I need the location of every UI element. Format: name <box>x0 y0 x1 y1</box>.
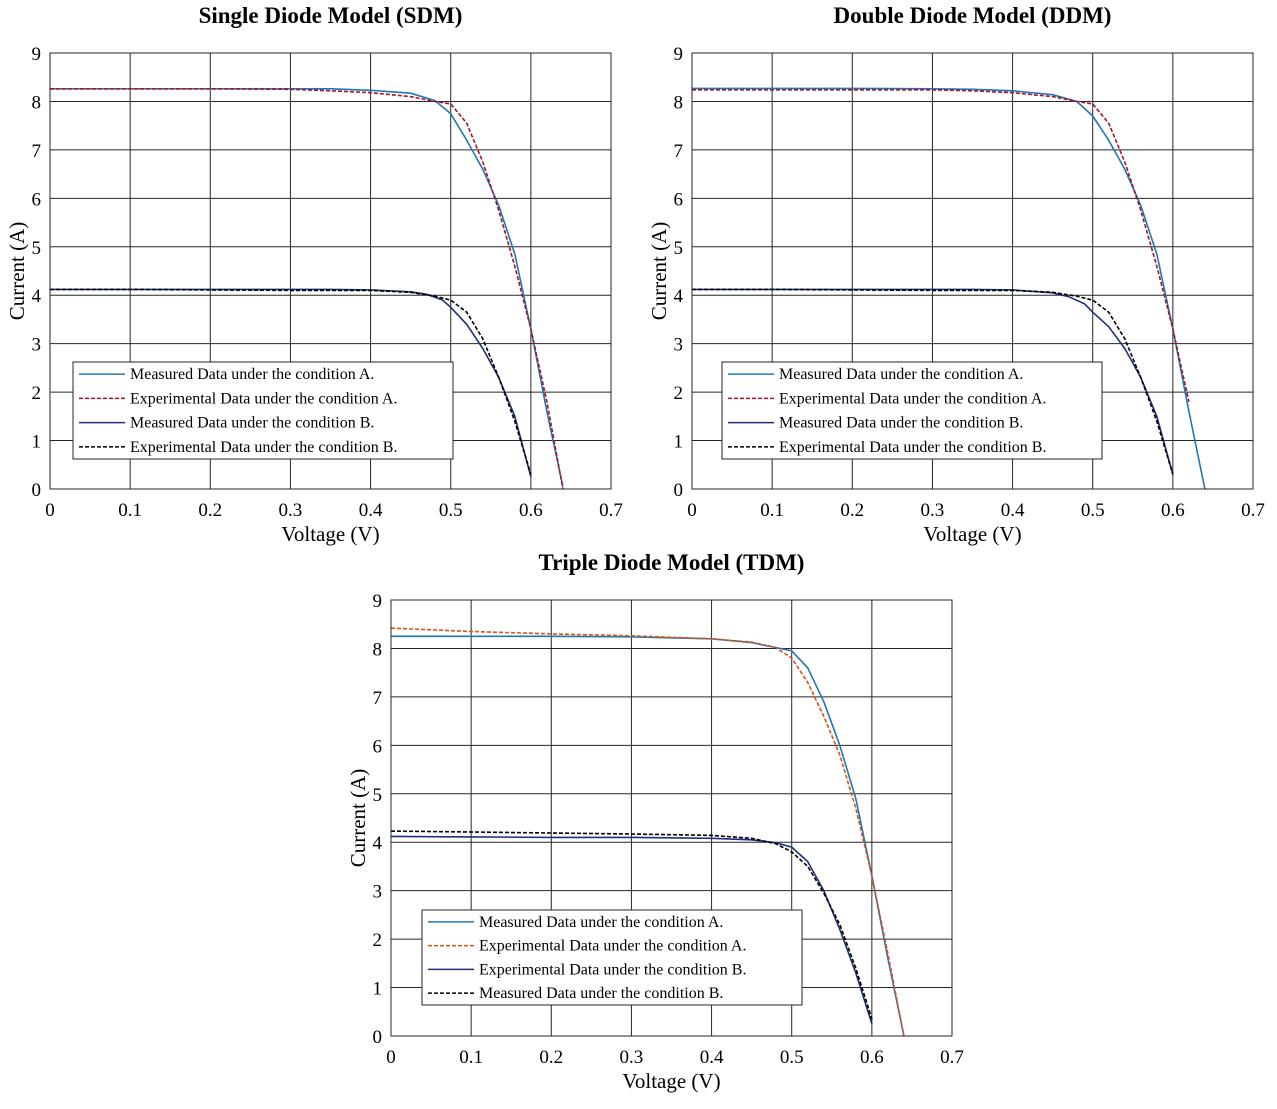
x-tick-label: 0.3 <box>620 1047 644 1068</box>
x-tick-label: 0.7 <box>1241 500 1265 521</box>
series-line-1 <box>692 87 1206 490</box>
legend-label-3: Experimental Data under the condition B. <box>479 961 746 978</box>
plot-frame <box>390 599 953 1037</box>
series-line-3 <box>390 835 873 1025</box>
legend-label-2: Experimental Data under the condition A. <box>130 390 397 407</box>
series-line-2 <box>692 89 1190 402</box>
x-tick-label: 0.5 <box>780 1047 804 1068</box>
legend-label-1: Measured Data under the condition A. <box>479 914 723 931</box>
series-line-4 <box>390 830 873 1020</box>
y-tick-label: 0 <box>373 1027 383 1048</box>
y-tick-label: 6 <box>674 189 684 210</box>
legend-label-1: Measured Data under the condition A. <box>130 366 374 383</box>
legend-label-3: Measured Data under the condition B. <box>779 415 1023 432</box>
x-axis-label: Voltage (V) <box>622 1069 720 1093</box>
x-tick-label: 0.6 <box>519 500 543 521</box>
x-tick-label: 0.1 <box>760 500 784 521</box>
x-tick-label: 0 <box>45 500 55 521</box>
series-line-4 <box>50 288 532 475</box>
y-tick-label: 4 <box>32 286 42 307</box>
y-tick-label: 3 <box>32 335 42 356</box>
legend-box <box>72 361 454 460</box>
y-tick-label: 8 <box>674 92 684 113</box>
y-tick-label: 4 <box>674 286 684 307</box>
x-tick-label: 0.3 <box>279 500 303 521</box>
x-tick-label: 0.2 <box>840 500 864 521</box>
series-line-4 <box>692 288 1174 475</box>
x-tick-label: 0.4 <box>1001 500 1025 521</box>
y-tick-label: 1 <box>373 979 383 1000</box>
legend-box <box>721 361 1103 460</box>
y-tick-label: 0 <box>674 480 684 501</box>
x-tick-label: 0.4 <box>359 500 383 521</box>
legend: Measured Data under the condition A. Expe… <box>72 361 454 460</box>
y-tick-label: 5 <box>674 238 684 259</box>
legend-box <box>421 909 803 1006</box>
x-tick-label: 0.1 <box>459 1047 483 1068</box>
x-tick-label: 0.6 <box>860 1047 884 1068</box>
x-tick-label: 0.4 <box>700 1047 724 1068</box>
y-tick-label: 0 <box>32 480 42 501</box>
y-tick-label: 2 <box>32 383 42 404</box>
x-tick-label: 0.7 <box>940 1047 964 1068</box>
y-axis-label: Current (A) <box>647 222 671 321</box>
plot-frame <box>49 52 612 490</box>
chart-2: 0 0.1 0.2 0.3 0.4 0.5 0.6 0.7 0 1 2 3 4 5 6 7 8 9 Double D… <box>647 3 1265 546</box>
legend-label-1: Measured Data under the condition A. <box>779 366 1023 383</box>
y-tick-label: 3 <box>674 335 684 356</box>
y-tick-label: 7 <box>674 141 684 162</box>
series-line-2 <box>50 88 564 490</box>
y-tick-label: 9 <box>373 591 383 612</box>
chart-title: Single Diode Model (SDM) <box>199 3 463 28</box>
x-tick-label: 0.3 <box>921 500 945 521</box>
y-tick-label: 9 <box>674 44 684 65</box>
y-axis-label: Current (A) <box>5 222 29 321</box>
x-tick-label: 0.5 <box>1081 500 1105 521</box>
legend-label-4: Experimental Data under the condition B. <box>130 439 397 456</box>
legend-label-2: Experimental Data under the condition A. <box>779 390 1046 407</box>
x-axis-label: Voltage (V) <box>281 522 379 546</box>
legend-label-4: Measured Data under the condition B. <box>479 985 723 1002</box>
y-tick-label: 6 <box>32 189 42 210</box>
legend: Measured Data under the condition A. Expe… <box>421 909 803 1006</box>
x-tick-label: 0.5 <box>439 500 463 521</box>
y-tick-label: 7 <box>373 688 383 709</box>
y-tick-label: 1 <box>32 432 42 453</box>
y-tick-label: 3 <box>373 882 383 903</box>
chart-title: Triple Diode Model (TDM) <box>539 550 805 575</box>
y-tick-label: 9 <box>32 44 42 65</box>
x-tick-label: 0.7 <box>599 500 623 521</box>
y-tick-label: 2 <box>674 383 684 404</box>
x-tick-label: 0.6 <box>1161 500 1185 521</box>
x-tick-label: 0 <box>687 500 697 521</box>
x-tick-label: 0.1 <box>118 500 142 521</box>
y-tick-label: 6 <box>373 736 383 757</box>
y-tick-label: 4 <box>373 833 383 854</box>
x-tick-label: 0 <box>386 1047 396 1068</box>
y-tick-label: 5 <box>32 238 42 259</box>
y-tick-label: 2 <box>373 930 383 951</box>
legend-label-2: Experimental Data under the condition A. <box>479 938 746 955</box>
chart-title: Double Diode Model (DDM) <box>834 3 1112 28</box>
y-tick-label: 8 <box>373 639 383 660</box>
y-tick-label: 1 <box>674 432 684 453</box>
legend-label-3: Measured Data under the condition B. <box>130 415 374 432</box>
x-axis-label: Voltage (V) <box>923 522 1021 546</box>
y-tick-label: 8 <box>32 92 42 113</box>
legend: Measured Data under the condition A. Expe… <box>721 361 1103 460</box>
x-tick-label: 0.2 <box>539 1047 563 1068</box>
plot-frame <box>691 52 1254 490</box>
legend-label-4: Experimental Data under the condition B. <box>779 439 1046 456</box>
series-line-2 <box>390 627 905 1037</box>
y-axis-label: Current (A) <box>346 769 370 868</box>
x-tick-label: 0.2 <box>198 500 222 521</box>
chart-1: 0 0.1 0.2 0.3 0.4 0.5 0.6 0.7 0 1 2 3 4 5 6 7 8 9 Single D… <box>5 3 623 546</box>
y-tick-label: 5 <box>373 785 383 806</box>
y-tick-label: 7 <box>32 141 42 162</box>
chart-3: 0 0.1 0.2 0.3 0.4 0.5 0.6 0.7 0 1 2 3 4 5 6 7 8 9 Triple D… <box>346 550 964 1093</box>
